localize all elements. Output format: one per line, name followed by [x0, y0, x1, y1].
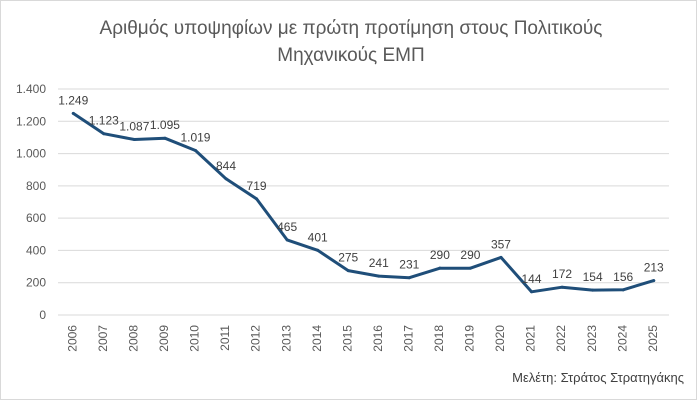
data-label: 290 — [430, 248, 450, 262]
x-tick-label: 2025 — [646, 325, 660, 352]
data-point — [652, 279, 656, 283]
data-point — [591, 288, 595, 292]
data-point — [71, 111, 75, 115]
x-tick-label: 2012 — [249, 325, 263, 352]
y-tick-label: 400 — [26, 243, 46, 257]
y-tick-label: 800 — [26, 179, 46, 193]
x-tick-label: 2009 — [157, 325, 171, 352]
data-label: 231 — [399, 258, 419, 272]
data-label: 1.123 — [89, 114, 119, 128]
y-tick-label: 1.000 — [16, 147, 46, 161]
y-tick-label: 1.200 — [16, 114, 46, 128]
chart-footer-credit: Μελέτη: Στράτος Στρατηγάκης — [512, 370, 684, 385]
data-point — [530, 290, 534, 294]
x-tick-label: 2021 — [524, 325, 538, 352]
data-label: 156 — [613, 270, 633, 284]
x-tick-label: 2013 — [279, 325, 293, 352]
data-label: 172 — [552, 267, 572, 281]
x-tick-label: 2008 — [127, 325, 141, 352]
x-tick-label: 2020 — [493, 325, 507, 352]
x-tick-label: 2016 — [371, 325, 385, 352]
data-point — [377, 274, 381, 278]
data-label: 1.249 — [58, 93, 88, 107]
y-tick-label: 200 — [26, 276, 46, 290]
x-tick-label: 2019 — [463, 325, 477, 352]
data-point — [499, 255, 503, 259]
data-point — [193, 149, 197, 153]
x-tick-label: 2023 — [585, 325, 599, 352]
y-tick-label: 600 — [26, 211, 46, 225]
x-tick-label: 2015 — [340, 325, 354, 352]
data-point — [285, 238, 289, 242]
data-point — [255, 197, 259, 201]
data-label: 290 — [460, 248, 480, 262]
data-point — [468, 266, 472, 270]
data-point — [621, 288, 625, 292]
data-point — [224, 177, 228, 181]
data-point — [438, 266, 442, 270]
x-tick-label: 2006 — [65, 325, 79, 352]
data-label: 241 — [369, 256, 389, 270]
y-tick-label: 0 — [39, 308, 46, 322]
chart-title: Αριθμός υποψηφίων με πρώτη προτίμηση στο… — [99, 18, 603, 66]
x-tick-label: 2010 — [188, 325, 202, 352]
data-point — [102, 132, 106, 136]
x-tick-label: 2017 — [401, 325, 415, 352]
data-label: 465 — [277, 220, 297, 234]
y-tick-label: 1.400 — [16, 82, 46, 96]
data-label: 357 — [491, 237, 511, 251]
data-label: 401 — [308, 230, 328, 244]
x-tick-label: 2024 — [615, 325, 629, 352]
data-point — [560, 285, 564, 289]
data-label: 275 — [338, 251, 358, 265]
data-label: 1.019 — [180, 131, 210, 145]
data-point — [316, 248, 320, 252]
data-point — [407, 276, 411, 280]
data-label: 213 — [644, 261, 664, 275]
data-label: 1.095 — [150, 118, 180, 132]
series-line — [71, 111, 656, 294]
data-point — [346, 269, 350, 273]
data-label: 144 — [522, 272, 542, 286]
x-tick-label: 2022 — [554, 325, 568, 352]
data-label: 1.087 — [119, 120, 149, 134]
x-tick-label: 2007 — [96, 325, 110, 352]
data-point — [132, 138, 136, 142]
x-tick-label: 2018 — [432, 325, 446, 352]
data-label: 154 — [583, 270, 603, 284]
data-point — [163, 136, 167, 140]
data-label: 719 — [247, 179, 267, 193]
x-tick-label: 2014 — [310, 325, 324, 352]
x-tick-label: 2011 — [218, 325, 232, 351]
data-label: 844 — [216, 159, 236, 173]
